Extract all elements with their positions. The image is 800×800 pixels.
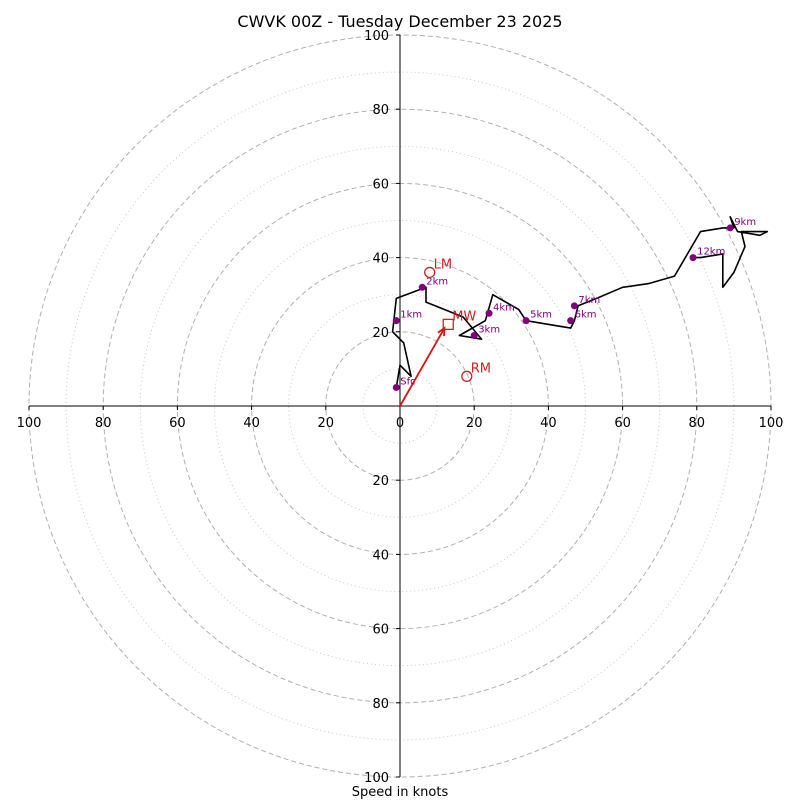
- height-markers: Sfc 1km 2km 3km 4km 5km 6km 7km 9km 12km: [392, 217, 756, 391]
- y-tick-label: 20: [372, 326, 389, 341]
- x-axis-label: Speed in knots: [352, 785, 449, 800]
- x-tick-label: 20: [466, 416, 483, 431]
- height-marker-dot: [485, 309, 493, 317]
- storm-motion-marker: [461, 370, 473, 382]
- height-marker-dot: [726, 224, 734, 232]
- y-tick-label: 20: [372, 474, 389, 489]
- height-marker-label: 7km: [578, 295, 600, 306]
- height-marker-dot: [392, 317, 400, 325]
- height-marker-label: 5km: [530, 310, 552, 321]
- x-tick-label: 80: [689, 416, 706, 431]
- height-marker-label: 2km: [426, 276, 448, 287]
- y-tick-label: 100: [364, 771, 389, 786]
- x-tick-label: 100: [17, 416, 42, 431]
- storm-motion-label: MW: [452, 309, 476, 324]
- x-tick-label: 0: [396, 416, 404, 431]
- height-marker-label: 3km: [478, 325, 500, 336]
- mean-wind-arrowhead: [437, 326, 446, 337]
- storm-motion-markers: LM MW RM: [424, 257, 491, 382]
- y-tick-label: 60: [372, 623, 389, 638]
- height-marker-dot: [418, 283, 426, 291]
- storm-motion-marker: [424, 266, 436, 279]
- height-marker-label: 4km: [493, 302, 515, 313]
- x-tick-label: 80: [95, 416, 112, 431]
- height-marker-dot: [689, 254, 697, 262]
- height-marker-dot: [567, 317, 575, 325]
- hodograph-trace: [391, 216, 769, 388]
- height-marker-label: 9km: [734, 217, 756, 228]
- x-tick-label: 20: [318, 416, 335, 431]
- x-tick-label: 60: [169, 416, 186, 431]
- y-tick-label: 80: [372, 103, 389, 118]
- height-marker-dot: [470, 332, 478, 340]
- mean-wind-marker: [442, 318, 454, 331]
- x-tick-label: 40: [243, 416, 260, 431]
- y-tick-label: 60: [372, 177, 389, 192]
- mean-wind-vector-group: [399, 326, 446, 407]
- storm-motion-label: RM: [471, 361, 491, 376]
- height-marker-label: 1km: [400, 310, 422, 321]
- height-marker-label: 6km: [575, 310, 597, 321]
- height-marker-dot: [522, 317, 530, 325]
- height-marker-dot: [570, 302, 578, 310]
- height-marker-dot: [392, 383, 400, 391]
- x-tick-label: 60: [614, 416, 631, 431]
- storm-motion-label: LM: [434, 257, 452, 272]
- hodograph-trace-group: [391, 216, 769, 388]
- chart-title: CWVK 00Z - Tuesday December 23 2025: [237, 12, 562, 31]
- x-tick-label: 40: [540, 416, 557, 431]
- y-tick-label: 40: [372, 548, 389, 563]
- mean-wind-vector: [399, 327, 446, 407]
- x-tick-label: 100: [759, 416, 784, 431]
- y-tick-label: 40: [372, 252, 389, 267]
- y-tick-label: 100: [364, 29, 389, 44]
- height-marker-label: Sfc: [400, 376, 415, 387]
- height-marker-label: 12km: [697, 247, 725, 258]
- y-tick-label: 80: [372, 697, 389, 712]
- tick-labels: 100 80 60 40 20 0 20 40 60 80 100 100 80 60 40 20 20 40 60…: [17, 29, 784, 786]
